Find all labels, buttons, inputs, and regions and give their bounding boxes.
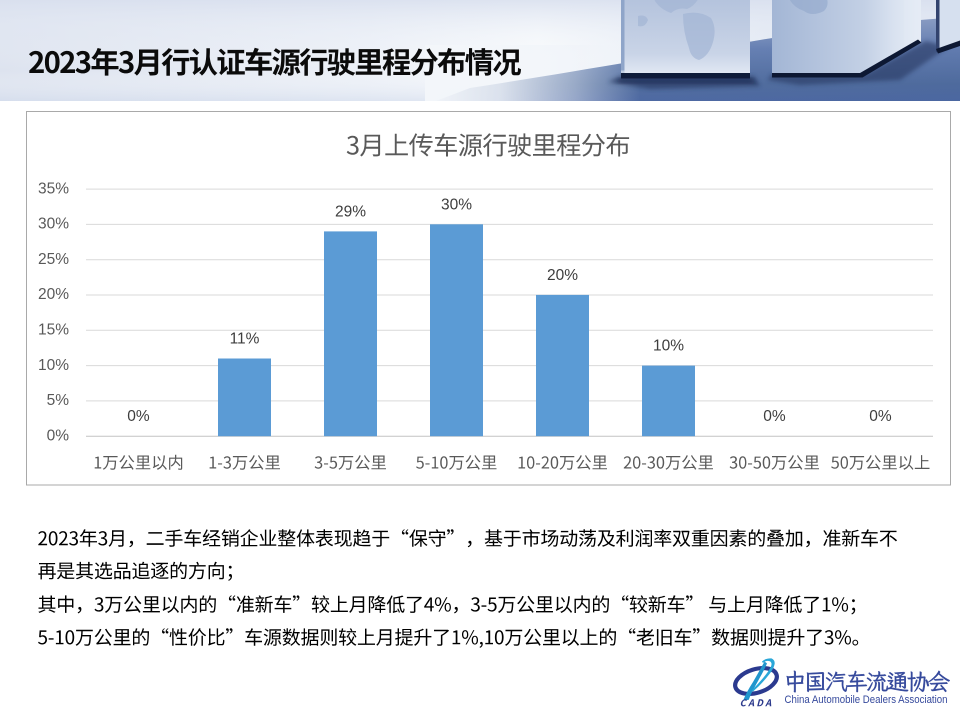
svg-text:11%: 11% xyxy=(230,331,260,348)
svg-text:15%: 15% xyxy=(38,322,69,339)
svg-text:0%: 0% xyxy=(127,408,150,425)
svg-text:29%: 29% xyxy=(335,203,366,220)
svg-text:10%: 10% xyxy=(38,357,69,374)
svg-text:30%: 30% xyxy=(441,196,472,213)
svg-text:China Automobile Dealers Assoc: China Automobile Dealers Association xyxy=(785,694,948,706)
svg-text:20%: 20% xyxy=(38,286,69,303)
svg-text:20%: 20% xyxy=(547,267,578,284)
svg-text:25%: 25% xyxy=(38,251,69,268)
svg-text:0%: 0% xyxy=(869,408,892,425)
svg-text:0%: 0% xyxy=(763,408,786,425)
svg-text:30%: 30% xyxy=(38,216,69,233)
svg-text:35%: 35% xyxy=(38,180,69,197)
svg-text:0%: 0% xyxy=(47,427,70,444)
svg-text:5%: 5% xyxy=(47,392,70,409)
svg-text:10%: 10% xyxy=(653,338,684,355)
